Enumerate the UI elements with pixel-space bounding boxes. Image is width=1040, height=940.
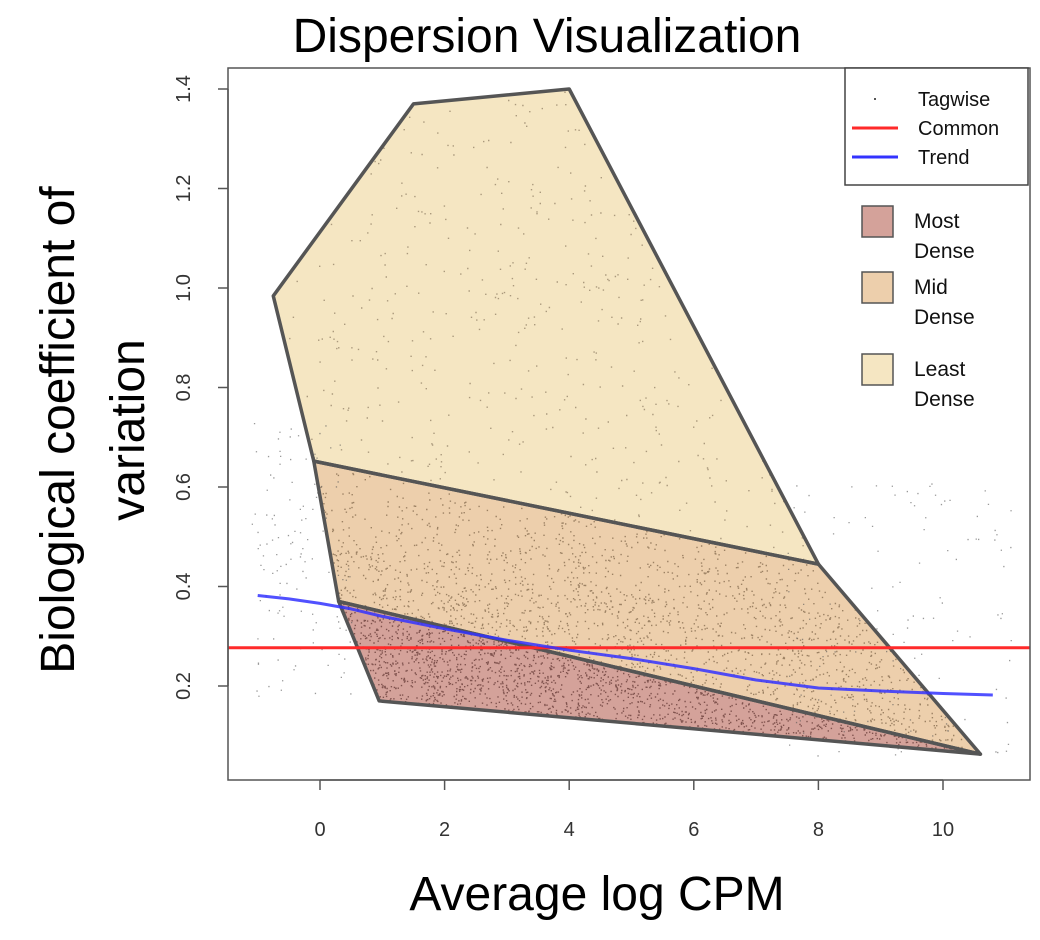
y-tick-label: 1.0 <box>173 274 195 302</box>
y-axis-title: Biological coefficient of variation <box>32 186 155 674</box>
y-axis: 0.2 0.4 0.6 0.8 1.0 1.2 1.4 <box>173 75 229 700</box>
outline-least-dense <box>271 87 821 566</box>
legend-point-marker <box>874 98 876 100</box>
y-axis-title-line-1: Biological coefficient of <box>32 186 85 674</box>
density-legend-swatch <box>861 353 894 386</box>
y-tick-label: 0.8 <box>173 374 195 402</box>
density-legend-label-line-1: Most <box>914 210 960 233</box>
legend-label: Trend <box>918 147 970 169</box>
density-legend-label-line-1: Mid <box>914 276 948 299</box>
x-tick-label: 6 <box>688 819 699 841</box>
y-tick-label: 0.2 <box>173 672 195 700</box>
y-tick-label: 1.2 <box>173 175 195 203</box>
density-region-outlines <box>271 87 983 756</box>
outline-most-dense <box>336 599 983 756</box>
chart-title: Dispersion Visualization <box>293 10 802 63</box>
y-tick-label: 1.4 <box>173 75 195 103</box>
density-legend-label-line-1: Least <box>914 358 966 381</box>
density-regions <box>273 89 981 755</box>
y-axis-title-line-2: variation <box>102 339 155 520</box>
x-tick-label: 10 <box>932 819 954 841</box>
x-tick-label: 0 <box>314 819 325 841</box>
x-tick-label: 4 <box>564 819 575 841</box>
density-legend-label-line-2: Dense <box>914 306 975 329</box>
density-legend-label-line-2: Dense <box>914 388 975 411</box>
region-mid-dense <box>313 461 981 755</box>
x-axis: 0 2 4 6 8 10 <box>314 779 954 841</box>
x-tick-label: 2 <box>439 819 450 841</box>
y-tick-label: 0.4 <box>173 573 195 601</box>
legend-label: Common <box>918 118 999 140</box>
y-tick-label: 0.6 <box>173 473 195 501</box>
region-least-dense <box>273 89 819 565</box>
density-legend-swatch <box>861 205 894 238</box>
legend: Tagwise Common Trend <box>844 67 1029 186</box>
legend-label: Tagwise <box>918 89 990 111</box>
x-tick-label: 8 <box>813 819 824 841</box>
density-legend-label-line-2: Dense <box>914 240 975 263</box>
trend-line <box>257 594 993 697</box>
reference-lines <box>228 594 1030 697</box>
density-legend-swatch <box>861 271 894 304</box>
x-axis-title: Average log CPM <box>409 868 784 921</box>
density-legend: Most Dense Mid Dense Least Dense <box>861 205 975 411</box>
